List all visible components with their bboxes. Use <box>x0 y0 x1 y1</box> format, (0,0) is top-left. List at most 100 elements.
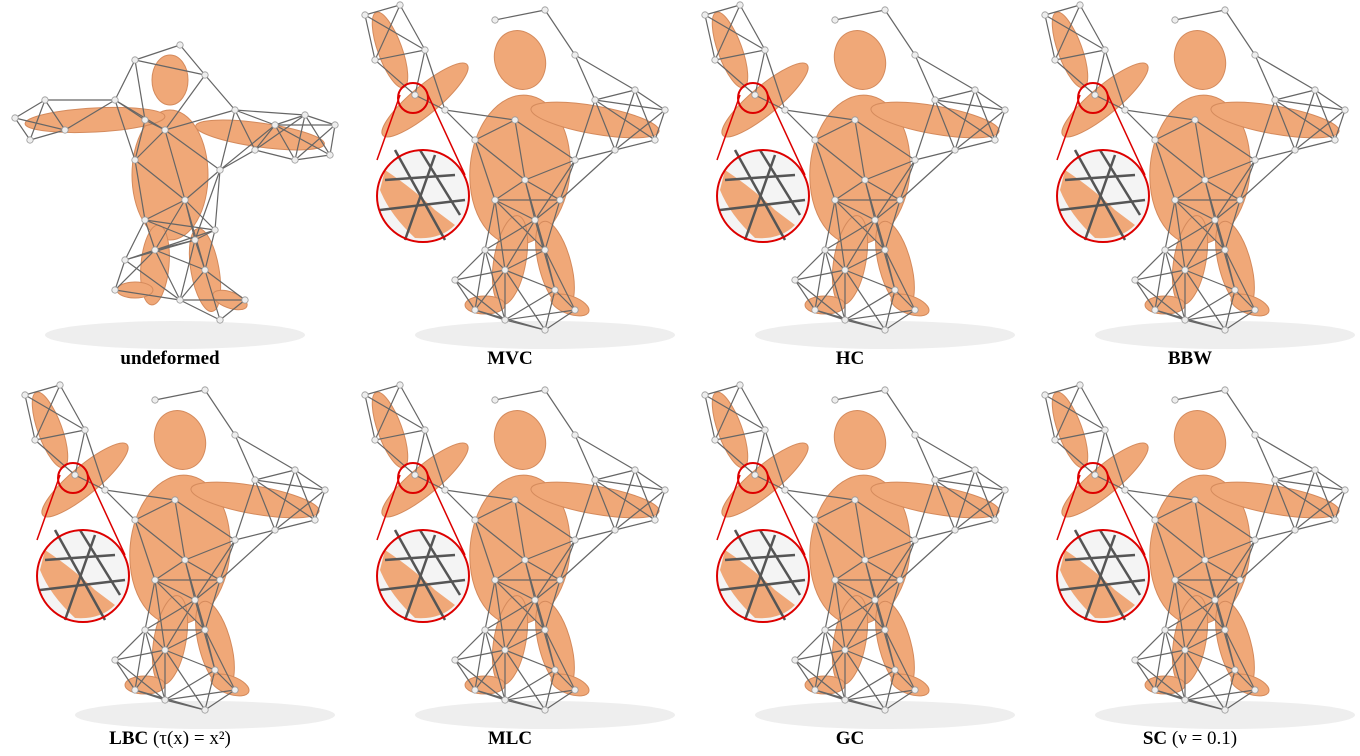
cage-edge <box>445 110 475 140</box>
cage-node <box>1042 392 1048 398</box>
cage-edge <box>575 435 595 480</box>
cage-node <box>182 557 188 563</box>
cage-node <box>152 247 158 253</box>
cage-edge <box>305 115 335 125</box>
cage-edge <box>595 90 635 100</box>
caption-name: LBC <box>109 728 148 749</box>
cage-node <box>1252 307 1258 313</box>
cage-node <box>852 497 858 503</box>
cage-node <box>612 527 618 533</box>
caption-params: (τ(x) = x²) <box>153 728 231 749</box>
cage-node <box>812 307 818 313</box>
shadow <box>755 321 1015 349</box>
body-part <box>486 23 554 96</box>
cage-node <box>82 427 88 433</box>
shadow <box>755 701 1015 729</box>
panel <box>362 2 675 349</box>
cage-node <box>557 197 563 203</box>
cage-node <box>557 577 563 583</box>
caption: MLC <box>488 728 532 749</box>
cage-node <box>232 432 238 438</box>
caption-name: MVC <box>487 348 532 369</box>
cage-node <box>232 537 238 543</box>
cage-edge <box>1255 435 1315 470</box>
cage-edge <box>1255 55 1315 90</box>
cage-node <box>372 57 378 63</box>
cage-edge <box>220 150 255 170</box>
cage-edge <box>835 10 885 20</box>
shadow <box>1095 701 1355 729</box>
cage-node <box>1122 487 1128 493</box>
cage-node <box>472 307 478 313</box>
cage-node <box>1152 687 1158 693</box>
cage-node <box>897 197 903 203</box>
cage-node <box>1252 432 1258 438</box>
cage-node <box>1132 657 1138 663</box>
cage-node <box>412 92 418 98</box>
cage-node <box>452 277 458 283</box>
cage-node <box>1172 577 1178 583</box>
caption: SC (ν = 0.1) <box>1143 728 1237 749</box>
cage-node <box>152 577 158 583</box>
cage-node <box>752 92 758 98</box>
cage-node <box>872 217 878 223</box>
cage-node <box>502 267 508 273</box>
cage-node <box>1202 557 1208 563</box>
cage-node <box>1342 107 1348 113</box>
caption: HC <box>836 348 865 369</box>
cage-node <box>882 327 888 333</box>
cage-node <box>542 387 548 393</box>
cage-node <box>1252 687 1258 693</box>
cage-node <box>1052 437 1058 443</box>
cage-edge <box>935 470 975 480</box>
cage-node <box>1192 497 1198 503</box>
cage-node <box>662 487 668 493</box>
cage-node <box>452 657 458 663</box>
cage-node <box>882 707 888 713</box>
cage-node <box>502 697 508 703</box>
cage-node <box>1042 12 1048 18</box>
cage-edge <box>1225 10 1255 55</box>
cage-node <box>182 197 188 203</box>
cage-node <box>1152 307 1158 313</box>
cage-node <box>422 427 428 433</box>
cage-node <box>1182 697 1188 703</box>
cage-node <box>292 157 298 163</box>
cage-node <box>132 57 138 63</box>
cage-node <box>572 157 578 163</box>
panel <box>702 2 1015 349</box>
cage-node <box>532 597 538 603</box>
cage-node <box>972 87 978 93</box>
cage-node <box>12 115 18 121</box>
cage-node <box>112 97 118 103</box>
cage-node <box>122 257 128 263</box>
panel <box>1042 382 1355 729</box>
shadow <box>45 321 305 349</box>
cage-node <box>112 657 118 663</box>
cage-node <box>852 117 858 123</box>
cage-node <box>212 227 218 233</box>
cage-edge <box>505 690 575 700</box>
cage-node <box>472 687 478 693</box>
cage-node <box>1252 157 1258 163</box>
cage-node <box>1077 382 1083 388</box>
cage-node <box>1272 477 1278 483</box>
cage-node <box>542 707 548 713</box>
caption: undeformed <box>120 348 220 369</box>
cage-node <box>1222 627 1228 633</box>
cage-node <box>832 577 838 583</box>
cage-edge <box>215 170 220 230</box>
cage-node <box>412 472 418 478</box>
cage-edge <box>255 470 295 480</box>
cage-node <box>1222 247 1228 253</box>
caption-name: MLC <box>488 728 532 749</box>
cage-node <box>1312 87 1318 93</box>
cage-node <box>1162 247 1168 253</box>
shadow <box>415 701 675 729</box>
cage-node <box>752 472 758 478</box>
cage-node <box>572 52 578 58</box>
cage-node <box>1252 537 1258 543</box>
cage-node <box>1272 97 1278 103</box>
cage-node <box>912 432 918 438</box>
shadow <box>1095 321 1355 349</box>
